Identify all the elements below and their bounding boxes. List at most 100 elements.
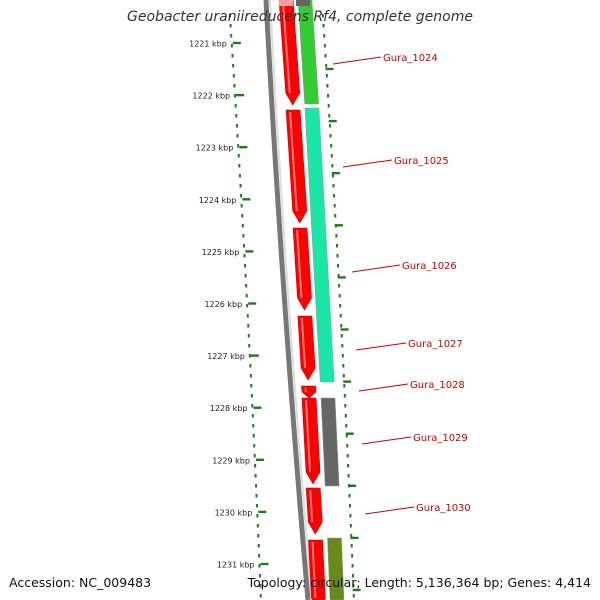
guide-dot-inner xyxy=(240,204,243,208)
ruler-label: 1231 kbp xyxy=(217,561,255,570)
guide-dot-outer xyxy=(325,64,328,68)
guide-dot-outer xyxy=(349,524,352,528)
guide-dot-inner xyxy=(258,564,261,568)
guide-dot-outer xyxy=(327,94,330,98)
guide-dot-outer xyxy=(321,14,324,18)
guide-dot-inner xyxy=(254,464,257,468)
guide-dot-inner xyxy=(252,424,255,428)
outer-tick xyxy=(328,119,337,123)
ruler-label: 1224 kbp xyxy=(199,196,237,205)
guide-dot-inner xyxy=(234,104,237,108)
guide-dot-inner xyxy=(232,74,235,78)
cds-block-5 xyxy=(301,385,317,399)
guide-dot-outer xyxy=(343,384,346,388)
outer-tick xyxy=(334,224,343,227)
guide-dot-inner xyxy=(230,34,233,38)
ruler-tick xyxy=(245,250,254,253)
cds-block-4 xyxy=(297,315,316,381)
accession-text: Accession: NC_009483 xyxy=(9,575,152,590)
ruler-tick xyxy=(242,198,251,201)
guide-dot-outer xyxy=(351,564,354,568)
cds-block-top xyxy=(279,0,293,6)
guide-dot-inner xyxy=(258,554,261,558)
guide-dot-inner xyxy=(256,514,259,518)
guide-dot-inner xyxy=(241,214,244,218)
guide-dot-outer xyxy=(344,414,347,418)
ruler-tick xyxy=(260,562,269,566)
backbone-line xyxy=(263,0,311,600)
cds-shine-4 xyxy=(300,317,307,369)
ruler-tick xyxy=(232,41,241,45)
guide-dot-inner xyxy=(246,304,249,308)
guide-dot-inner xyxy=(259,594,262,598)
gene-label: Gura_1027 xyxy=(408,339,463,350)
gene-leader-line xyxy=(364,506,415,515)
guide-dot-inner xyxy=(240,194,243,198)
guide-dot-inner xyxy=(236,134,239,138)
cog-block-3 xyxy=(320,397,340,487)
guide-dot-inner xyxy=(237,144,240,148)
guide-dot-inner xyxy=(228,14,231,18)
guide-dot-outer xyxy=(335,244,338,248)
cds-shine-5 xyxy=(304,387,308,393)
cds-shine-3 xyxy=(296,229,303,299)
guide-dot-inner xyxy=(233,84,236,88)
guide-dot-inner xyxy=(230,44,233,48)
ruler-tick xyxy=(250,354,259,357)
guide-dot-inner xyxy=(255,504,258,508)
guide-dot-inner xyxy=(238,174,241,178)
guide-dot-inner xyxy=(245,294,248,298)
cds-block-8 xyxy=(308,539,326,600)
guide-dot-inner xyxy=(250,384,253,388)
guide-dot-outer xyxy=(334,214,337,218)
guide-dot-outer xyxy=(351,554,354,558)
guide-dot-outer xyxy=(328,124,331,128)
gene-leader-line xyxy=(358,383,409,392)
guide-dot-outer xyxy=(323,44,326,48)
cog-block-1 xyxy=(297,0,319,105)
ruler-label: 1230 kbp xyxy=(215,508,253,517)
guide-dot-inner xyxy=(257,534,260,538)
genome-summary-text: Topology: circular; Length: 5,136,364 bp… xyxy=(247,575,591,590)
ruler-label: 1223 kbp xyxy=(196,144,234,153)
outer-tick xyxy=(345,432,354,435)
guide-dot-inner xyxy=(244,274,247,278)
cds-shine-6 xyxy=(305,399,312,473)
guide-dot-outer xyxy=(329,134,332,138)
cog-block-4 xyxy=(327,537,345,600)
guide-dot-inner xyxy=(258,574,261,578)
guide-dot-inner xyxy=(251,414,254,418)
gene-label: Gura_1030 xyxy=(416,503,471,514)
ruler-label: 1222 kbp xyxy=(192,92,230,101)
ruler-label: 1226 kbp xyxy=(204,300,242,309)
guide-dot-inner xyxy=(242,234,245,238)
outer-tick xyxy=(325,67,334,71)
guide-dot-outer xyxy=(326,84,329,88)
gene-leader-line xyxy=(351,264,401,273)
outer-tick xyxy=(348,484,357,487)
guide-dot-outer xyxy=(322,24,325,28)
gene-leader-line xyxy=(361,436,412,445)
guide-dot-inner xyxy=(245,284,248,288)
guide-dot-outer xyxy=(343,394,346,398)
outer-tick xyxy=(350,536,359,540)
guide-dot-outer xyxy=(331,164,334,168)
gene-label: Gura_1028 xyxy=(410,380,465,391)
guide-dot-outer xyxy=(337,274,340,278)
guide-dot-outer xyxy=(323,34,326,38)
gene-leader-line xyxy=(332,56,382,65)
gene-leader-line xyxy=(355,342,407,351)
guide-dot-inner xyxy=(257,544,260,548)
guide-dot-outer xyxy=(338,284,341,288)
outer-tick xyxy=(343,380,352,383)
guide-dot-outer xyxy=(342,364,345,368)
guide-dot-inner xyxy=(243,254,246,258)
guide-dot-outer xyxy=(352,594,355,598)
guide-dot-inner xyxy=(247,334,250,338)
guide-dot-outer xyxy=(330,144,333,148)
kbp-ruler: 1221 kbp 1222 kbp 1223 kbp 1224 kbp 1225 kbp… xyxy=(189,40,361,592)
ruler-tick xyxy=(253,406,262,409)
guide-dot-outer xyxy=(333,194,336,198)
guide-dot-outer xyxy=(339,314,342,318)
